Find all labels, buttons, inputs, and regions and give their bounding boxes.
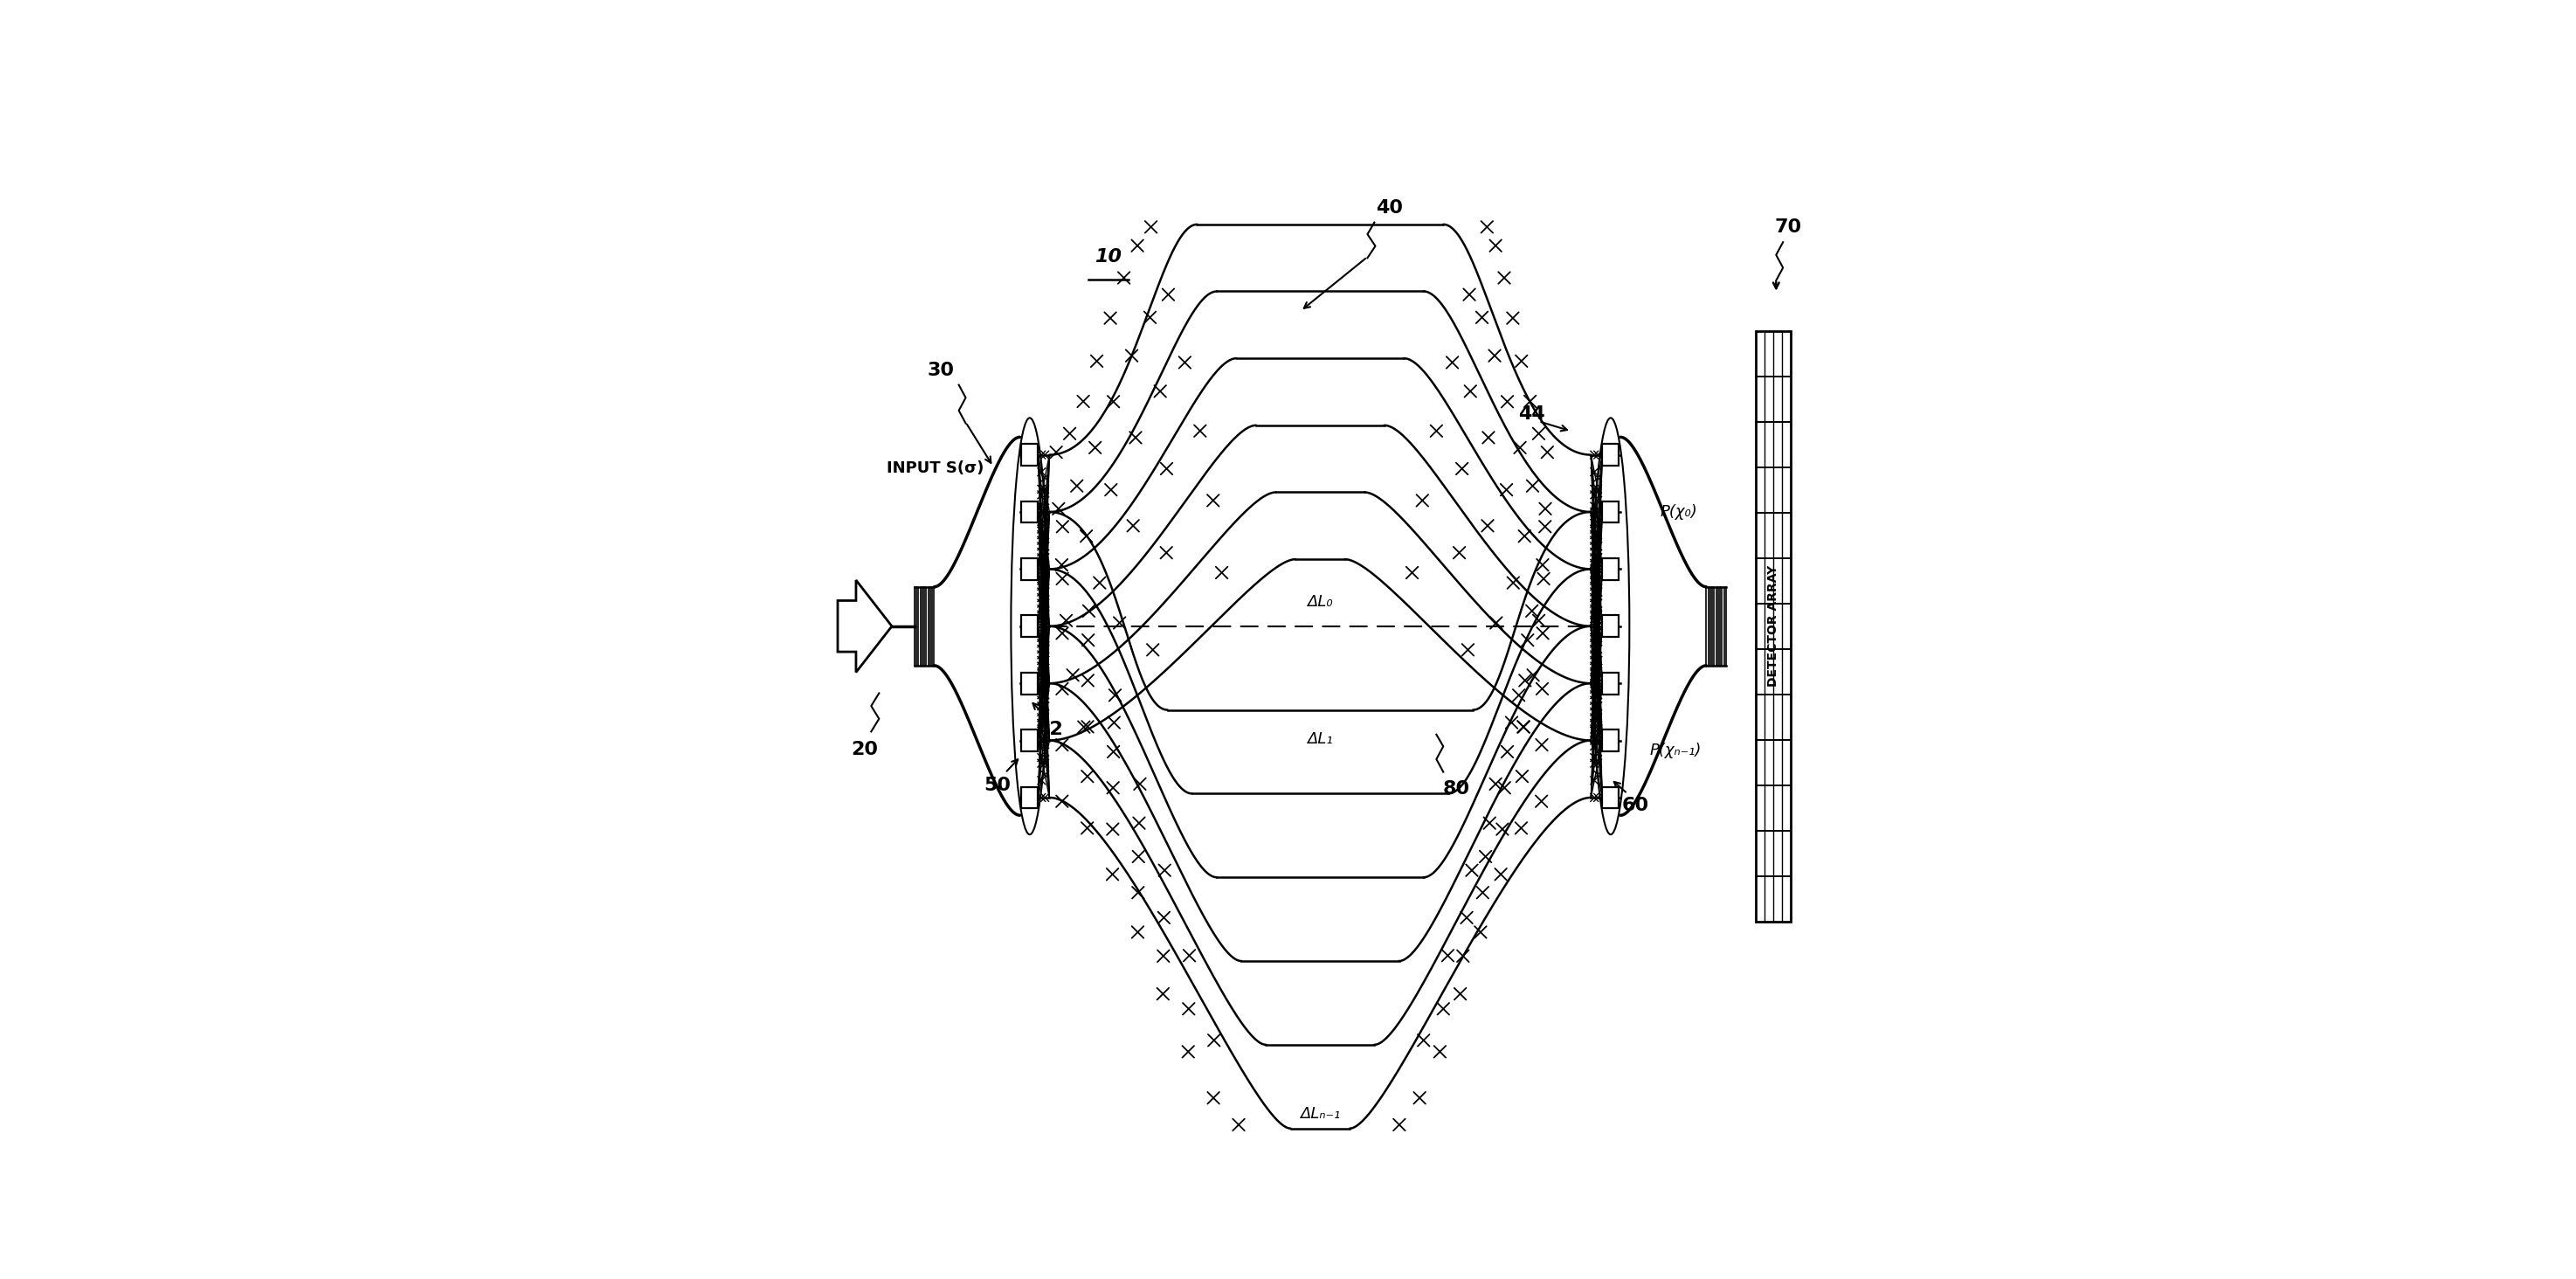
Bar [1602,501,1620,523]
Polygon shape [837,581,891,673]
Text: 60: 60 [1623,797,1649,815]
Text: 10: 10 [1095,248,1123,266]
Bar [1602,558,1620,579]
Bar [1602,729,1620,751]
Bar [1020,673,1038,694]
Text: ΔL₀: ΔL₀ [1306,593,1334,609]
Text: 40: 40 [1376,200,1404,216]
Text: P(χ₀): P(χ₀) [1659,504,1698,519]
Text: 80: 80 [1443,780,1471,797]
Text: DETECTOR ARRAY: DETECTOR ARRAY [1767,565,1780,687]
Text: 42: 42 [1036,721,1064,738]
Text: P(χₙ₋₁): P(χₙ₋₁) [1651,742,1703,758]
Bar [1020,615,1038,637]
Bar [1020,501,1038,523]
Bar [1602,787,1620,808]
Text: ΔL₁: ΔL₁ [1306,732,1334,747]
Bar [1754,331,1790,922]
Text: 30: 30 [927,362,956,379]
Bar [1020,729,1038,751]
Text: 20: 20 [850,741,878,758]
Text: ΔLₙ₋₁: ΔLₙ₋₁ [1301,1106,1340,1122]
Bar [1602,444,1620,466]
Bar [1602,673,1620,694]
Bar [1020,558,1038,579]
Text: 50: 50 [984,778,1010,794]
Text: 44: 44 [1517,405,1546,423]
Bar [1020,787,1038,808]
Text: INPUT S(σ): INPUT S(σ) [886,460,984,477]
Bar [1602,615,1620,637]
Text: 70: 70 [1775,219,1801,237]
Bar [1020,444,1038,466]
